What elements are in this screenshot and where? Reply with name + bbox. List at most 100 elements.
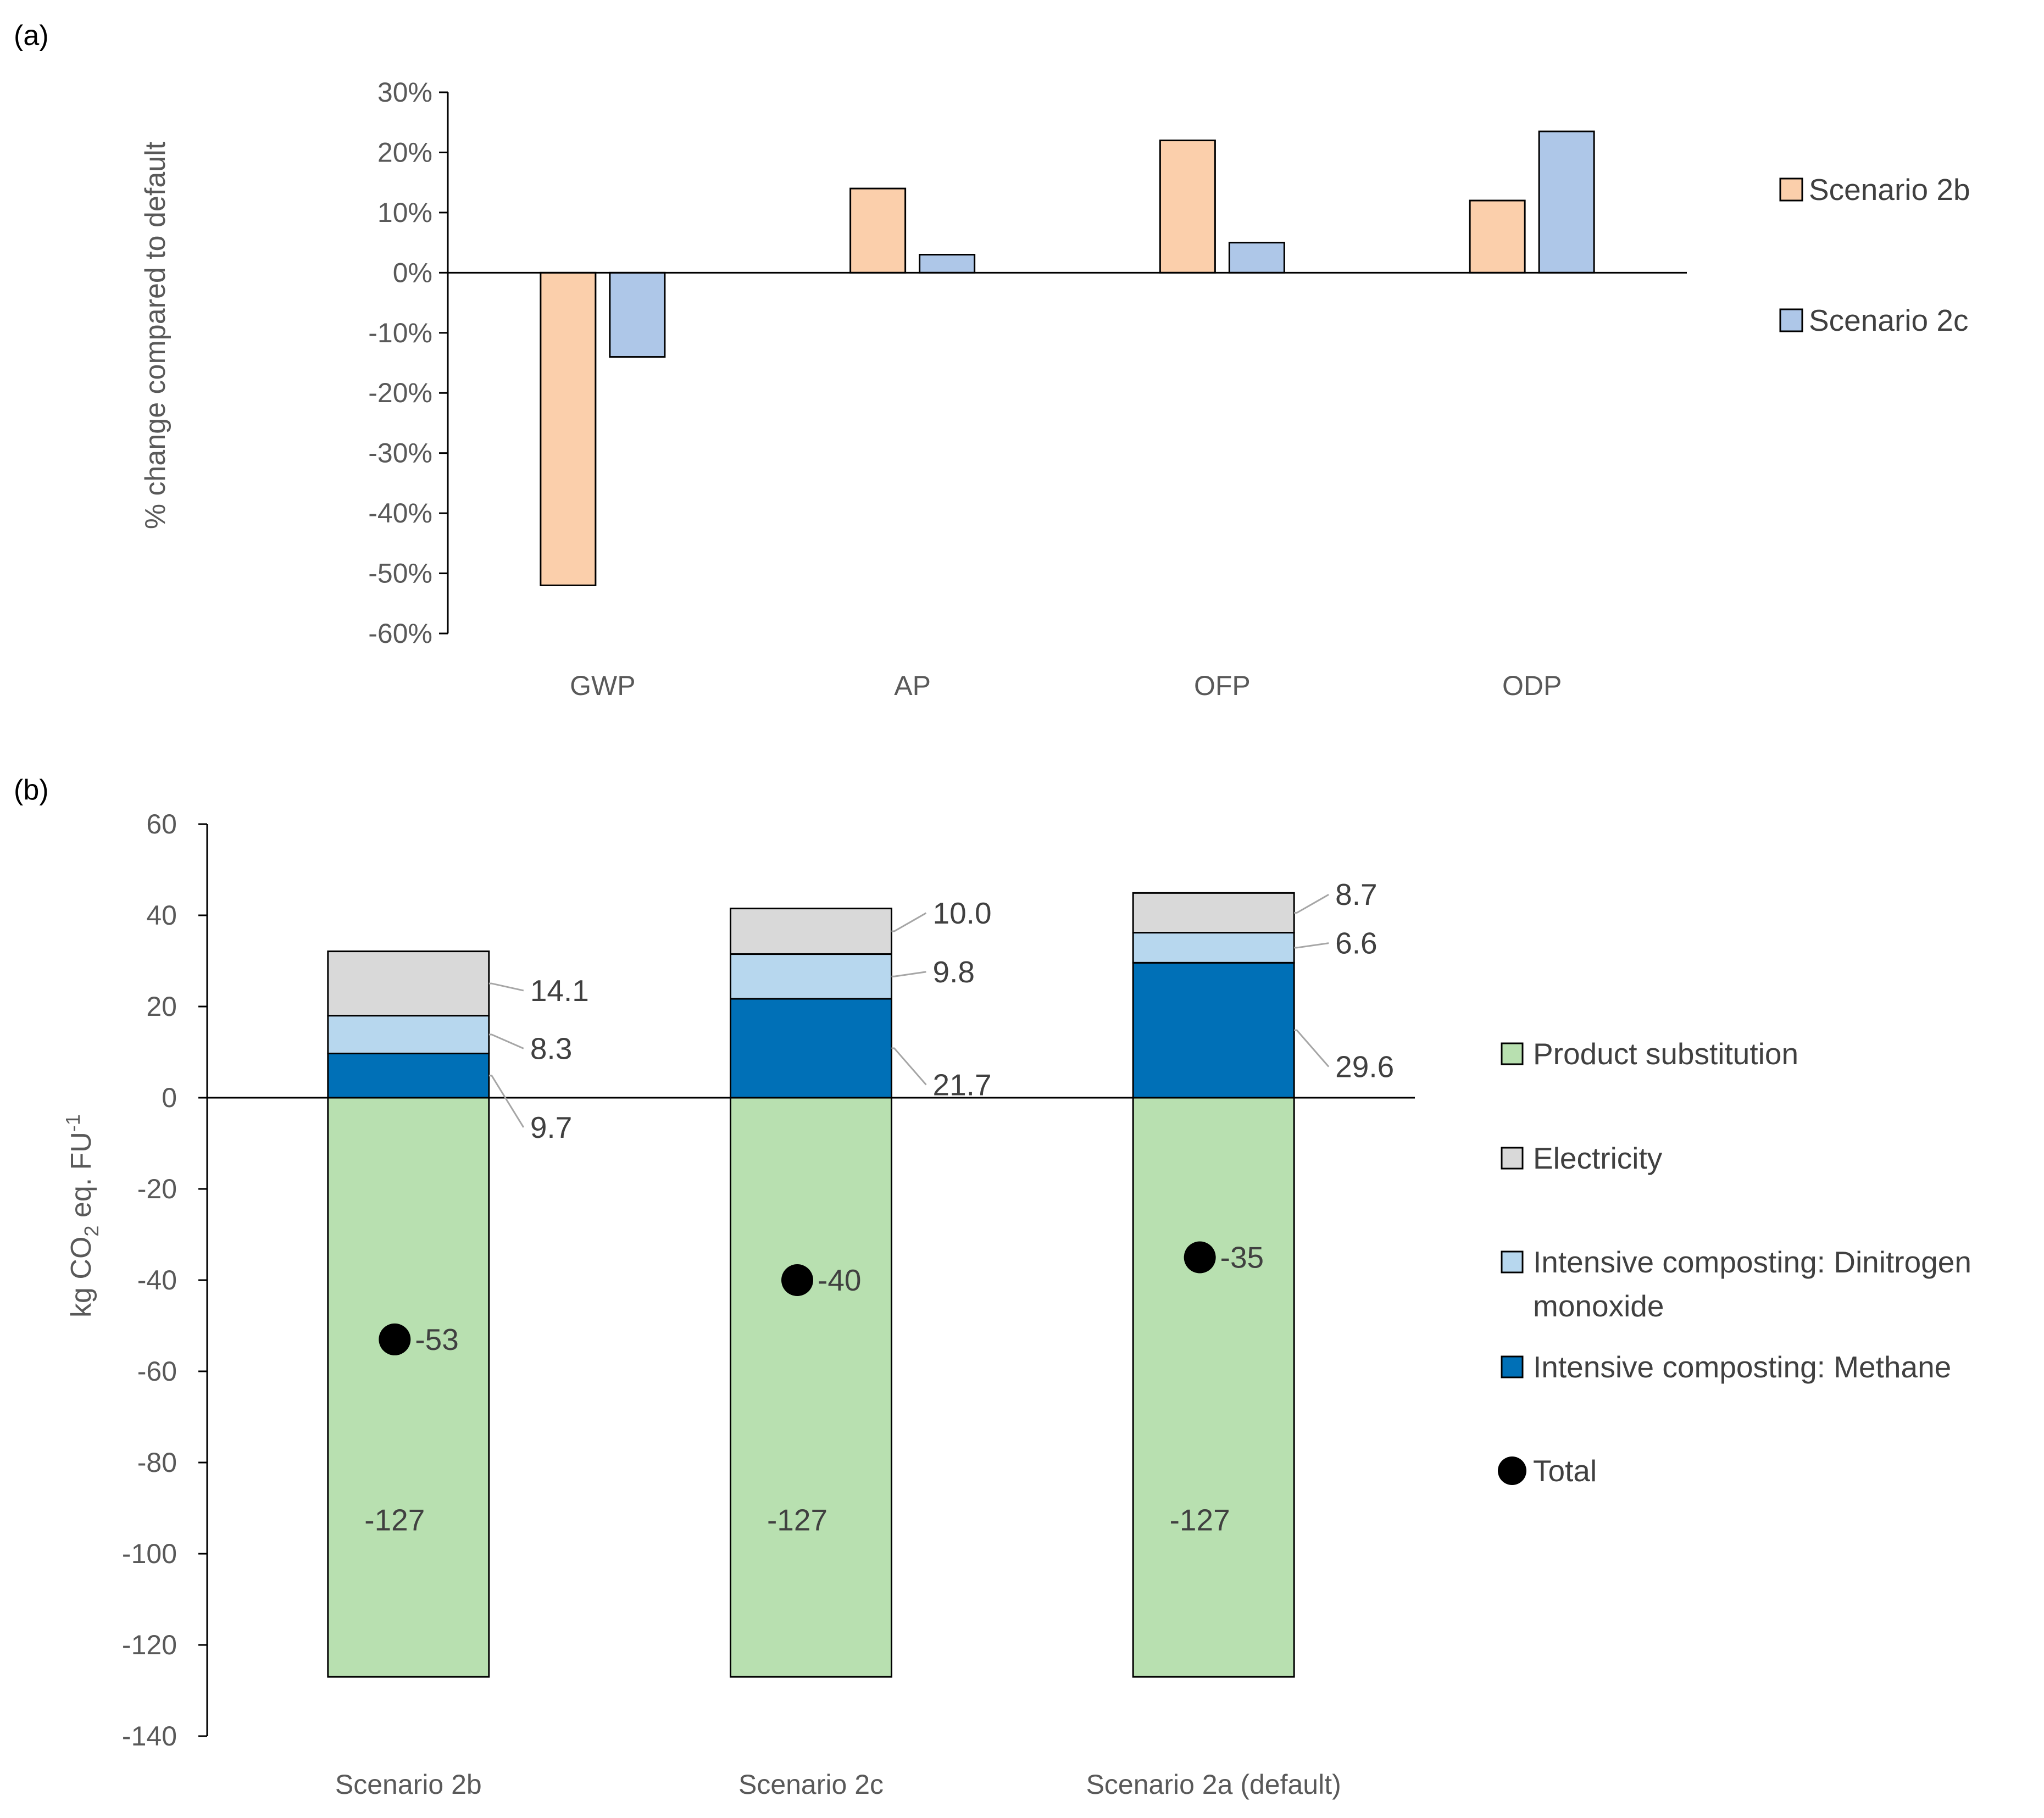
panel-b-bars (327, 892, 1295, 1678)
leader-line-electricity (488, 982, 524, 992)
y-tick-label: -20% (368, 377, 432, 408)
y-tick-label: 40 (146, 900, 177, 931)
panel-b-y-axis-title: kg CO2 eq. FU-1 (62, 1114, 103, 1317)
legend-swatch-scenario-2c (1779, 308, 1803, 332)
data-label-total: -35 (1220, 1241, 1264, 1275)
bar-scenario-2c-ofp (1228, 242, 1285, 274)
x-tick-label-gwp: GWP (570, 670, 635, 701)
legend-label-scenario-2b: Scenario 2b (1809, 173, 1970, 207)
data-label-electricity: 8.7 (1335, 877, 1377, 911)
data-label-intensive-composting-methane: 9.7 (530, 1110, 572, 1144)
bar-product-substitution-scenario-2c (730, 1097, 892, 1678)
y-tick-label: 20% (377, 137, 432, 168)
data-label-total: -53 (415, 1322, 459, 1356)
y-tick-label: -30% (368, 438, 432, 469)
leader-line-intensive-composting-methane (488, 1075, 525, 1128)
bar-scenario-2b-ofp (1159, 140, 1216, 274)
data-label-total: -40 (818, 1263, 862, 1297)
panel-a-axes: GWP AP OFP ODP 30% 20% 10% 0% -10% -20% -30% -40% -5… (368, 77, 1687, 701)
legend-label-intensive-composting-methane: Intensive composting: Methane (1533, 1350, 1951, 1384)
y-tick-label: -60 (137, 1356, 177, 1387)
legend-label-intensive-composting-dinitrogen-monoxide: monoxide (1533, 1289, 1664, 1323)
bar-scenario-2c-ap (919, 254, 976, 274)
panel-b-label: (b) (14, 774, 49, 806)
legend-swatch-electricity (1501, 1147, 1524, 1170)
bar-scenario-2b-ap (849, 187, 907, 274)
data-label-intensive-composting-dinitrogen-monoxide: 6.6 (1335, 926, 1377, 960)
leader-line-intensive-composting-dinitrogen-monoxide (488, 1033, 524, 1049)
panel-a-bars (540, 130, 1595, 586)
y-tick-label: -10% (368, 318, 432, 348)
total-marker-scenario-2c (781, 1264, 813, 1296)
data-label-product-substitution: -127 (767, 1503, 827, 1537)
panel-b-legend: Product substitution Electricity Intensive… (1498, 1037, 1971, 1488)
legend-swatch-scenario-2b (1779, 177, 1803, 202)
bar-intensive-composting-methane-scenario-2b (327, 1052, 490, 1099)
legend-marker-total (1498, 1456, 1526, 1485)
x-tick-label-ap: AP (894, 670, 931, 701)
y-tick-label: 0% (393, 257, 432, 288)
y-tick-label: 0 (162, 1082, 177, 1113)
panel-b-chart: (b) kg CO2 eq. FU-1 60 40 20 0 -20 -40 -60 -80 -… (14, 774, 1971, 1800)
x-tick-label-ofp: OFP (1194, 670, 1251, 701)
data-label-product-substitution: -127 (364, 1503, 425, 1537)
panel-b-data-labels: -127 9.7 8.3 14.1 -53 -127 21.7 9.8 10.0 -40 -127 2… (364, 877, 1394, 1537)
leader-line-intensive-composting-methane (891, 1047, 927, 1086)
data-label-product-substitution: -127 (1170, 1503, 1230, 1537)
data-label-intensive-composting-dinitrogen-monoxide: 8.3 (530, 1031, 572, 1065)
y-tick-label: -140 (122, 1721, 177, 1752)
bar-intensive-composting-methane-scenario-2c (730, 998, 892, 1099)
x-tick-label-odp: ODP (1502, 670, 1562, 701)
leader-line-electricity (891, 912, 927, 932)
leader-line-intensive-composting-dinitrogen-monoxide (1294, 942, 1329, 949)
x-tick-label-scenario-2c: Scenario 2c (738, 1769, 884, 1800)
panel-a-y-axis-title: % change compared to default (140, 141, 171, 529)
y-tick-label: -80 (137, 1447, 177, 1478)
y-tick-label: -20 (137, 1174, 177, 1204)
panel-b-axes: 60 40 20 0 -20 -40 -60 -80 -100 -120 -140 Scenario … (122, 809, 1415, 1800)
legend-label-total: Total (1533, 1454, 1597, 1488)
bar-product-substitution-scenario-2a-default (1132, 1097, 1295, 1678)
x-tick-label-scenario-2b: Scenario 2b (335, 1769, 482, 1800)
bar-intensive-composting-dinitrogen-monoxide-scenario-2a-default (1132, 932, 1295, 964)
legend-label-electricity: Electricity (1533, 1141, 1663, 1175)
bar-intensive-composting-methane-scenario-2a-default (1132, 961, 1295, 1099)
data-label-electricity: 14.1 (530, 974, 589, 1008)
data-label-intensive-composting-dinitrogen-monoxide: 9.8 (933, 955, 975, 989)
y-tick-label: -50% (368, 558, 432, 589)
legend-swatch-intensive-composting-dinitrogen-monoxide (1501, 1250, 1524, 1274)
y-title-superscript: -1 (62, 1114, 84, 1132)
bar-scenario-2c-odp (1538, 130, 1595, 274)
leader-line-intensive-composting-methane (1294, 1029, 1330, 1068)
bar-electricity-scenario-2a-default (1132, 892, 1295, 934)
y-title-part: eq. FU (65, 1132, 97, 1226)
bar-intensive-composting-dinitrogen-monoxide-scenario-2c (730, 953, 892, 1000)
legend-label-scenario-2c: Scenario 2c (1809, 303, 1968, 337)
y-tick-label: -120 (122, 1630, 177, 1660)
legend-label-product-substitution: Product substitution (1533, 1037, 1798, 1071)
legend-swatch-intensive-composting-methane (1501, 1355, 1524, 1378)
legend-label-intensive-composting-dinitrogen-monoxide: Intensive composting: Dinitrogen (1533, 1245, 1971, 1279)
total-marker-scenario-2b (379, 1323, 411, 1355)
panel-a-label: (a) (14, 20, 49, 52)
legend-swatch-product-substitution (1501, 1042, 1524, 1065)
bar-scenario-2c-gwp (609, 271, 666, 358)
data-label-electricity: 10.0 (933, 896, 992, 930)
y-tick-label: -40% (368, 498, 432, 529)
bar-electricity-scenario-2b (327, 950, 490, 1017)
bar-scenario-2b-odp (1469, 199, 1526, 274)
leader-line-electricity (1294, 893, 1329, 914)
data-label-intensive-composting-methane: 21.7 (933, 1068, 992, 1102)
bar-intensive-composting-dinitrogen-monoxide-scenario-2b (327, 1015, 490, 1054)
panel-a-legend: Scenario 2b Scenario 2c (1779, 173, 1970, 337)
y-title-subscript: 2 (80, 1226, 103, 1237)
y-tick-label: 10% (377, 197, 432, 228)
y-tick-label: 60 (146, 809, 177, 839)
y-tick-label: -40 (137, 1265, 177, 1296)
y-tick-label: 20 (146, 991, 177, 1022)
data-label-intensive-composting-methane: 29.6 (1335, 1050, 1394, 1084)
x-tick-label-scenario-2a-default: Scenario 2a (default) (1086, 1769, 1341, 1800)
y-title-part: kg CO (65, 1237, 97, 1317)
panel-a-chart: (a) % change compared to default GWP AP OF… (14, 20, 1970, 701)
